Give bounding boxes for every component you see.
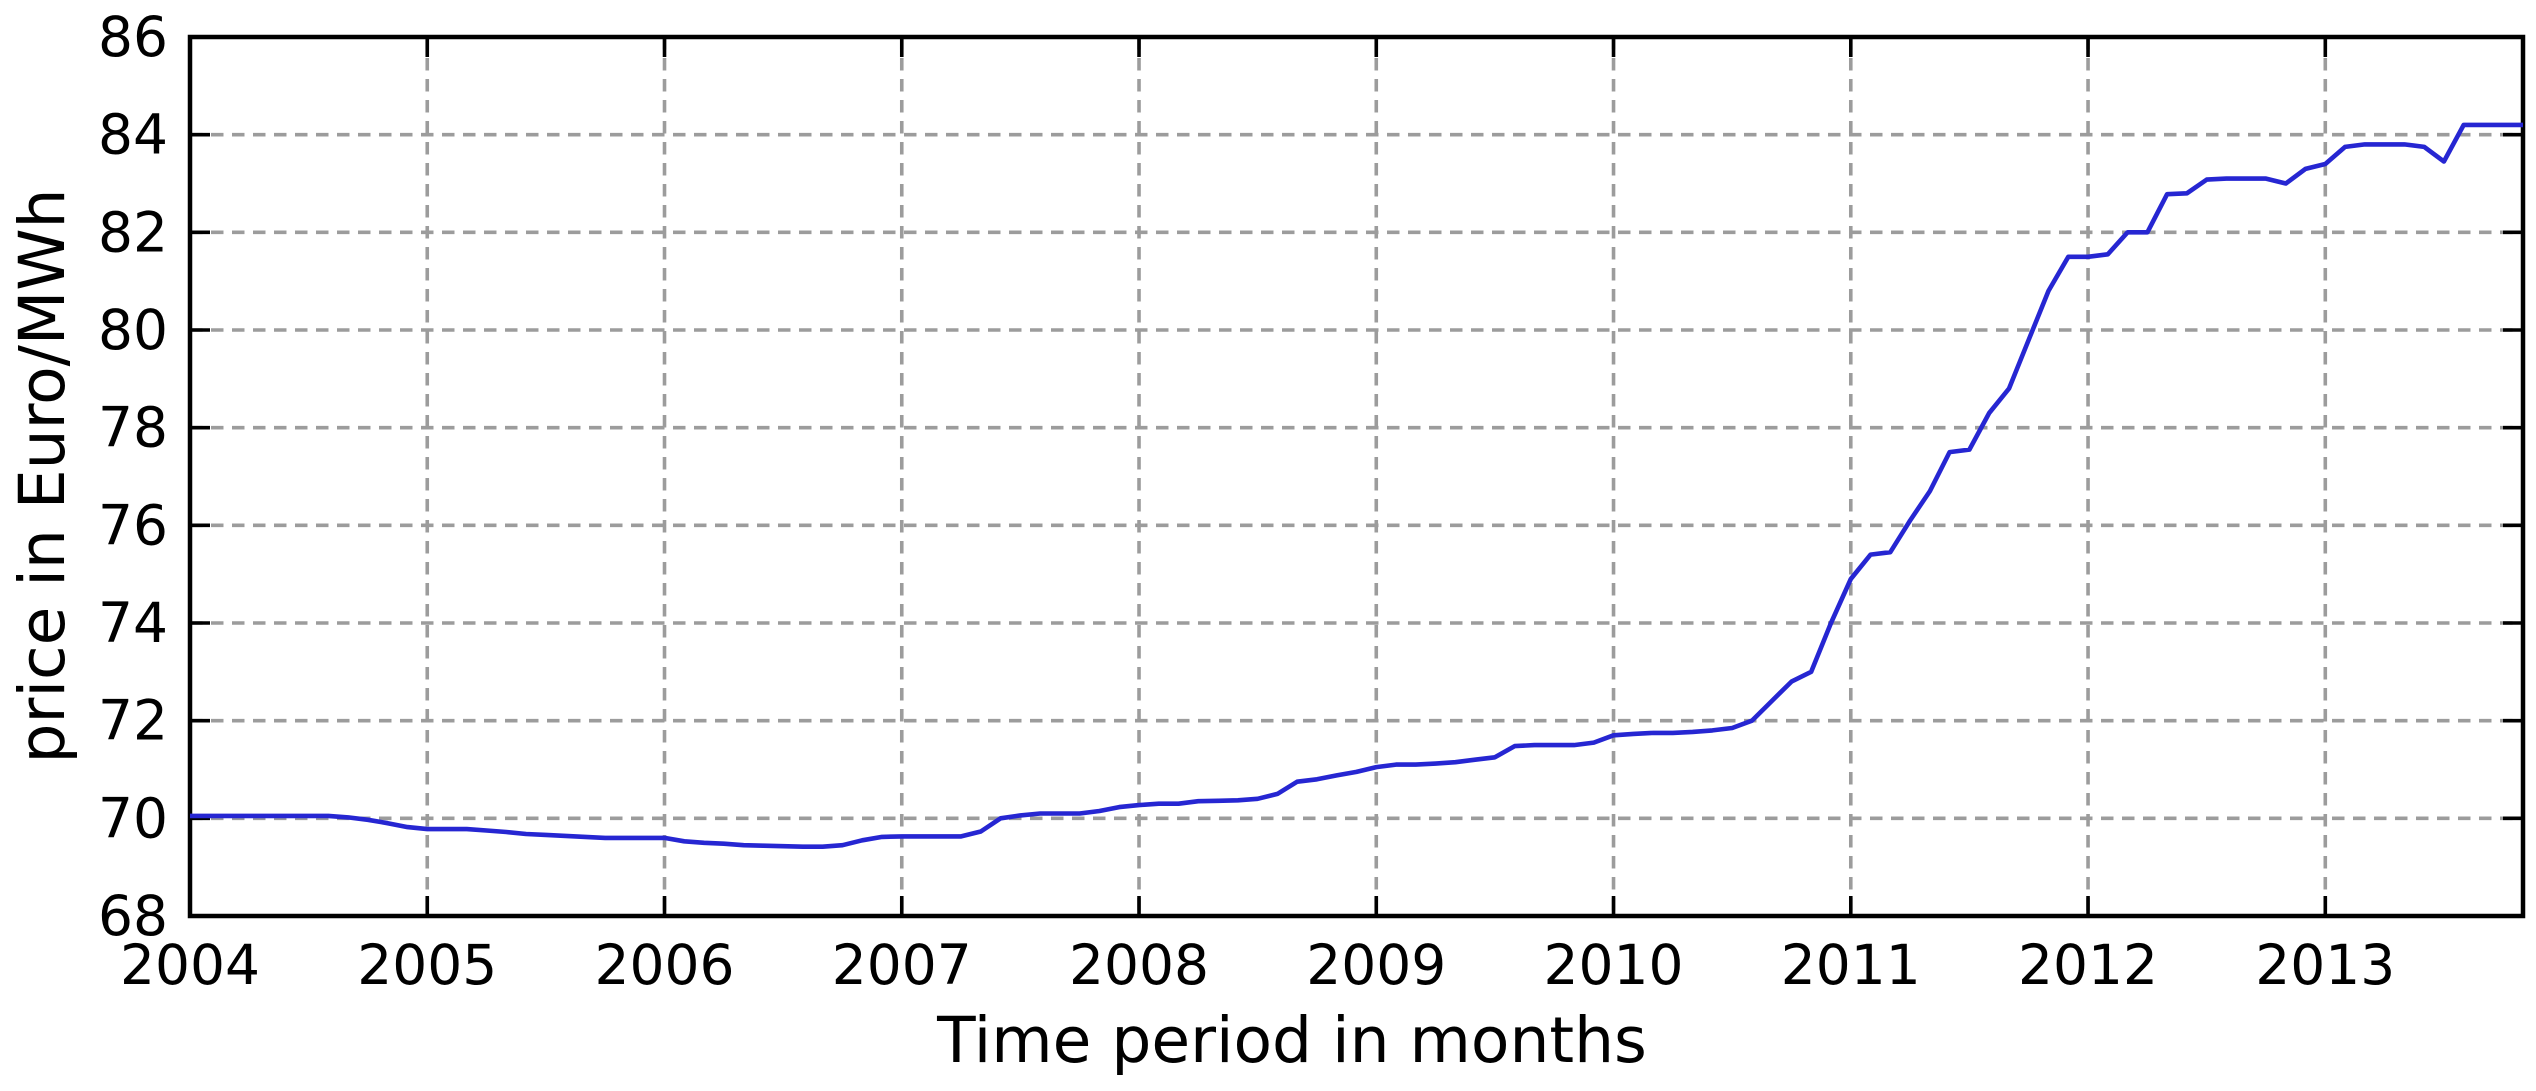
x-tick-label-2012: 2012: [2018, 933, 2158, 997]
y-tick-label-80: 80: [98, 298, 168, 362]
x-tick-label-2010: 2010: [1544, 933, 1684, 997]
y-tick-label-76: 76: [98, 493, 168, 557]
x-tick-label-2009: 2009: [1306, 933, 1446, 997]
x-tick-label-2006: 2006: [595, 933, 735, 997]
tick-marks-layer: [188, 35, 2523, 918]
axis-frame: [187, 34, 2526, 919]
y-tick-label-82: 82: [98, 200, 168, 264]
price-line-series: [190, 122, 2523, 850]
y-tick-label-72: 72: [98, 689, 168, 753]
y-tick-label-68: 68: [98, 884, 168, 948]
data-line-price in Euro/MWh: [190, 122, 2523, 850]
tick-labels-layer: 68 70 72 74 76 78 80 82 84 86 2004 2005 2006 2007 2008…: [98, 5, 2395, 997]
x-tick-label-2011: 2011: [1781, 933, 1921, 997]
plot-frame: [187, 34, 2526, 919]
x-tick-label-2013: 2013: [2255, 933, 2395, 997]
x-axis-label: Time period in months: [936, 1004, 1647, 1077]
y-tick-label-74: 74: [98, 591, 168, 655]
y-tick-label-70: 70: [98, 786, 168, 850]
y-tick-label-78: 78: [98, 396, 168, 460]
y-tick-label-84: 84: [98, 103, 168, 167]
x-tick-label-2005: 2005: [357, 933, 497, 997]
y-tick-label-86: 86: [98, 5, 168, 69]
grid-layer: [190, 37, 2523, 916]
x-tick-label-2008: 2008: [1069, 933, 1209, 997]
x-tick-label-2007: 2007: [832, 933, 972, 997]
x-tick-label-2004: 2004: [120, 933, 260, 997]
y-axis-label: price in Euro/MWh: [6, 189, 79, 764]
